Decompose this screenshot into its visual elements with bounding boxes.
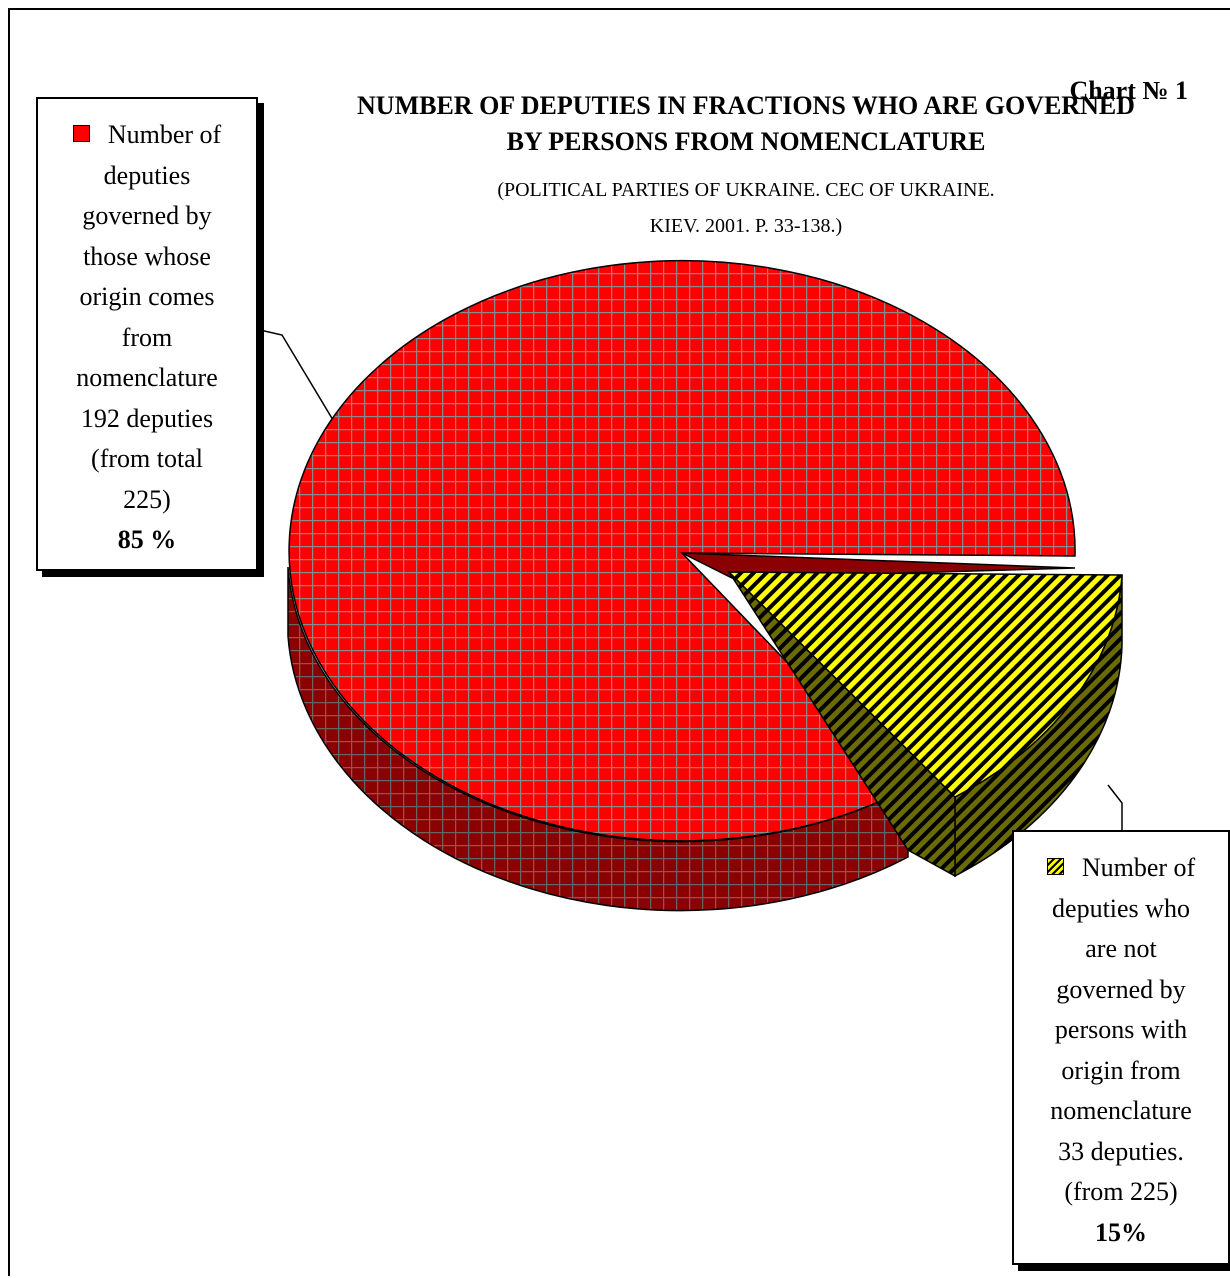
chart-frame — [8, 8, 1230, 1276]
leader-line-slice-1 — [259, 329, 337, 426]
slice-2-label-line: (from 225) — [1064, 1177, 1178, 1206]
slice-1-label-line: (from total — [91, 444, 203, 473]
slice-2-label-line: persons with — [1054, 1015, 1188, 1044]
slice-1-label-line: 225) — [123, 484, 171, 514]
slice-1-side — [287, 566, 909, 912]
chart-number: Chart № 1 — [1069, 76, 1188, 105]
slice-1-label-line: those whose — [83, 241, 211, 271]
chart-title: NUMBER OF DEPUTIES IN FRACTIONS WHO ARE … — [262, 88, 1230, 160]
slice-1-label-line: 192 deputies — [80, 403, 214, 433]
chart-title-line-1: NUMBER OF DEPUTIES IN FRACTIONS WHO ARE … — [357, 91, 1135, 120]
slice-1-label-line: origin comes — [79, 282, 215, 311]
slice-1-percent: 85 % — [117, 525, 177, 554]
slice-2-label-line: nomenclature — [1050, 1096, 1192, 1125]
slice-1-label-line: deputies — [103, 160, 191, 190]
slice-2-label-line: are not — [1085, 934, 1157, 963]
chart-subtitle: (POLITICAL PARTIES OF UKRAINE. CEC OF UK… — [262, 172, 1230, 244]
slice-1-label-line: Number of — [44, 115, 250, 156]
chart-title-line-2: BY PERSONS FROM NOMENCLATURE — [506, 127, 986, 156]
data-label-slice-1: Number of deputies governed by those whose o… — [36, 97, 258, 571]
slice-1-label-line: governed by — [82, 201, 212, 230]
slice-1-label-line: nomenclature — [76, 363, 218, 392]
data-label-slice-2: Number of deputies who are not governed by p… — [1012, 830, 1230, 1265]
legend-swatch-slice-2 — [1046, 857, 1064, 875]
slice-2-label-line: Number of — [1020, 848, 1222, 889]
slice-2-label-line: deputies who — [1052, 893, 1190, 923]
slice-2-label-line: governed by — [1056, 974, 1186, 1004]
leader-line-slice-2 — [1107, 784, 1123, 830]
chart-subtitle-line-2: KIEV. 2001. P. 33-138.) — [649, 215, 843, 237]
slice-2-label-line: origin from — [1061, 1055, 1181, 1085]
slice-2-top — [727, 571, 1123, 798]
slice-2-label-line: 33 deputies. — [1058, 1136, 1184, 1166]
legend-swatch-slice-1 — [72, 124, 90, 142]
slice-2-percent: 15% — [1095, 1217, 1147, 1247]
slice-1-label-line: from — [121, 322, 173, 352]
slice-1-top — [288, 259, 1076, 842]
chart-subtitle-line-1: (POLITICAL PARTIES OF UKRAINE. CEC OF UK… — [497, 179, 995, 201]
